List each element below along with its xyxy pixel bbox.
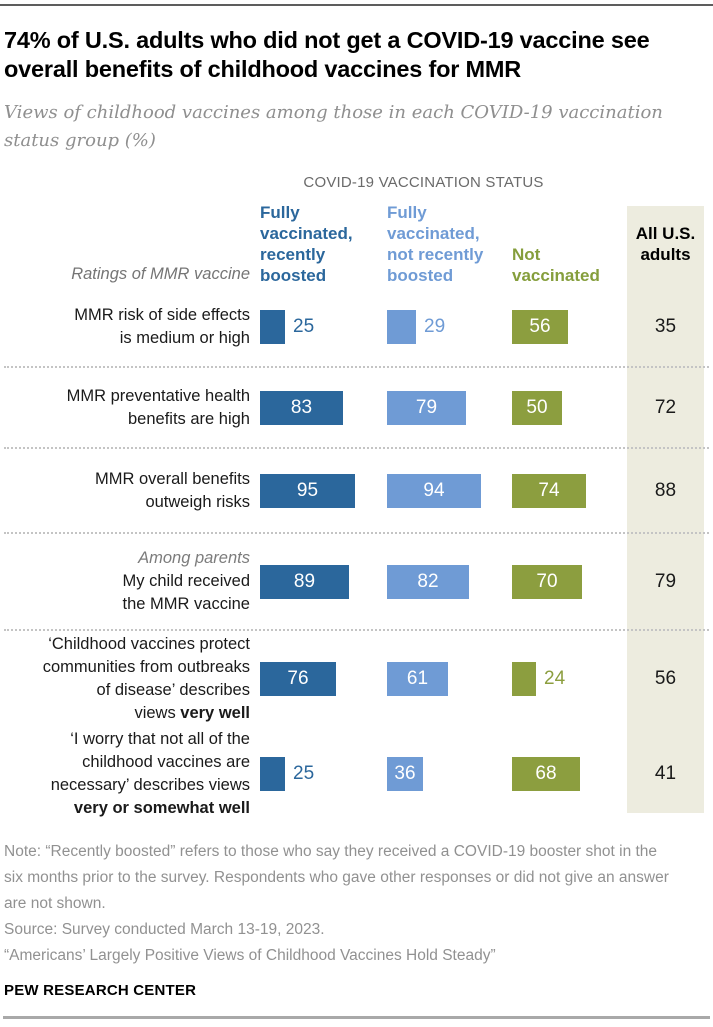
bottom-rule bbox=[3, 1016, 710, 1019]
row-separator bbox=[4, 366, 709, 368]
bar-not-vaccinated: 74 bbox=[512, 473, 586, 508]
bar-value: 74 bbox=[538, 479, 560, 501]
bar-value: 95 bbox=[296, 479, 319, 501]
bar-value: 89 bbox=[293, 570, 316, 592]
row-separator bbox=[4, 447, 709, 449]
bar-value: 24 bbox=[544, 668, 566, 689]
chart: COVID-19 VACCINATION STATUS Fully vaccin… bbox=[4, 170, 709, 821]
column-header-fully-vaccinated-not-recently-boosted: Fully vaccinated, not recently boosted bbox=[387, 203, 484, 285]
row-separator bbox=[4, 629, 709, 631]
bar-value: 50 bbox=[526, 396, 548, 418]
bar-fully-vaccinated-not-recently-boosted: 61 bbox=[387, 662, 448, 696]
bar-fully-vaccinated-not-recently-boosted bbox=[387, 310, 416, 344]
chart-rows: MMR risk of side effects is medium or hig… bbox=[4, 288, 709, 821]
bar-fully-vaccinated-not-recently-boosted: 82 bbox=[387, 564, 469, 599]
row-bars: 25 36 68 41 bbox=[250, 727, 709, 821]
row-label: MMR overall benefits outweigh risks bbox=[95, 469, 250, 511]
chart-row: MMR preventative health benefits are high… bbox=[4, 368, 709, 447]
bar-value: 61 bbox=[406, 668, 429, 689]
bar-not-vaccinated bbox=[512, 662, 536, 696]
group-header: COVID-19 VACCINATION STATUS bbox=[303, 174, 544, 191]
all-adults-column-background bbox=[627, 206, 704, 813]
row-label: ‘Childhood vaccines protect communities f… bbox=[42, 635, 250, 722]
chart-header: COVID-19 VACCINATION STATUS Fully vaccin… bbox=[4, 170, 709, 288]
chart-row: ‘I worry that not all of the childhood va… bbox=[4, 727, 709, 821]
row-bars: 25 29 56 35 bbox=[250, 288, 709, 366]
row-bars: 76 61 24 56 bbox=[250, 631, 709, 727]
row-sublabel: Among parents bbox=[138, 549, 250, 567]
bar-fully-vaccinated-recently-boosted: 76 bbox=[260, 662, 336, 696]
row-label: MMR risk of side effects is medium or hig… bbox=[74, 306, 250, 347]
bar-fully-vaccinated-not-recently-boosted: 94 bbox=[387, 473, 481, 508]
bar-not-vaccinated: 50 bbox=[512, 390, 562, 425]
bar-fully-vaccinated-not-recently-boosted: 79 bbox=[387, 390, 466, 425]
all-adults-value: 56 bbox=[654, 668, 677, 689]
all-adults-value: 35 bbox=[654, 316, 677, 337]
all-adults-value: 72 bbox=[654, 396, 677, 418]
bar-fully-vaccinated-recently-boosted: 89 bbox=[260, 564, 349, 599]
bar-value: 79 bbox=[415, 396, 438, 418]
footer-report-title: “Americans’ Largely Positive Views of Ch… bbox=[4, 947, 496, 964]
page-title: 74% of U.S. adults who did not get a COV… bbox=[4, 27, 650, 82]
bar-fully-vaccinated-recently-boosted bbox=[260, 757, 285, 791]
bar-value: 70 bbox=[536, 570, 558, 592]
bar-value: 25 bbox=[293, 316, 315, 337]
chart-row: Among parents My child received the MMR va… bbox=[4, 534, 709, 629]
bar-value: 29 bbox=[424, 316, 446, 337]
page-subtitle: Views of childhood vaccines among those … bbox=[4, 102, 663, 151]
chart-row: ‘Childhood vaccines protect communities f… bbox=[4, 631, 709, 727]
footer: Note: “Recently boosted” refers to those… bbox=[4, 839, 709, 999]
bar-fully-vaccinated-recently-boosted: 95 bbox=[260, 473, 355, 508]
bar-value: 82 bbox=[417, 570, 439, 592]
all-adults-value: 88 bbox=[654, 479, 677, 501]
row-bars: 95 94 74 88 bbox=[250, 449, 709, 532]
rows-axis-label: Ratings of MMR vaccine bbox=[71, 265, 250, 283]
footer-source: Source: Survey conducted March 13-19, 20… bbox=[4, 921, 325, 938]
row-label: Among parents My child received the MMR va… bbox=[4, 547, 250, 616]
bar-not-vaccinated: 70 bbox=[512, 564, 582, 599]
row-bars: 83 79 50 72 bbox=[250, 368, 709, 447]
bar-value: 36 bbox=[394, 763, 416, 784]
bar-value: 25 bbox=[293, 763, 315, 784]
chart-row: MMR overall benefits outweigh risks 95 94 74… bbox=[4, 449, 709, 532]
bar-fully-vaccinated-recently-boosted bbox=[260, 310, 285, 344]
top-rule bbox=[0, 4, 713, 6]
column-header-fully-vaccinated-recently-boosted: Fully vaccinated, recently boosted bbox=[260, 203, 353, 285]
row-label: MMR preventative health benefits are high bbox=[66, 386, 250, 428]
bar-fully-vaccinated-recently-boosted: 83 bbox=[260, 390, 343, 425]
bar-value: 83 bbox=[290, 396, 313, 418]
all-adults-value: 41 bbox=[654, 763, 677, 784]
column-header-not-vaccinated: Not vaccinated bbox=[512, 245, 600, 285]
bar-not-vaccinated: 68 bbox=[512, 757, 580, 791]
footer-note: Note: “Recently boosted” refers to those… bbox=[4, 843, 669, 912]
row-bars: 89 82 70 79 bbox=[250, 534, 709, 629]
bar-value: 68 bbox=[535, 763, 557, 784]
column-header-all-us-adults: All U.S. adults bbox=[635, 224, 696, 264]
bar-value: 94 bbox=[423, 479, 445, 501]
bar-fully-vaccinated-not-recently-boosted: 36 bbox=[387, 757, 423, 791]
row-label: ‘I worry that not all of the childhood va… bbox=[50, 730, 250, 817]
row-separator bbox=[4, 532, 709, 534]
brand-pew-research-center: PEW RESEARCH CENTER bbox=[4, 982, 197, 999]
bar-value: 56 bbox=[529, 316, 551, 337]
all-adults-value: 79 bbox=[654, 570, 677, 592]
chart-row: MMR risk of side effects is medium or hig… bbox=[4, 288, 709, 366]
bar-value: 76 bbox=[287, 668, 309, 689]
bar-not-vaccinated: 56 bbox=[512, 310, 568, 344]
